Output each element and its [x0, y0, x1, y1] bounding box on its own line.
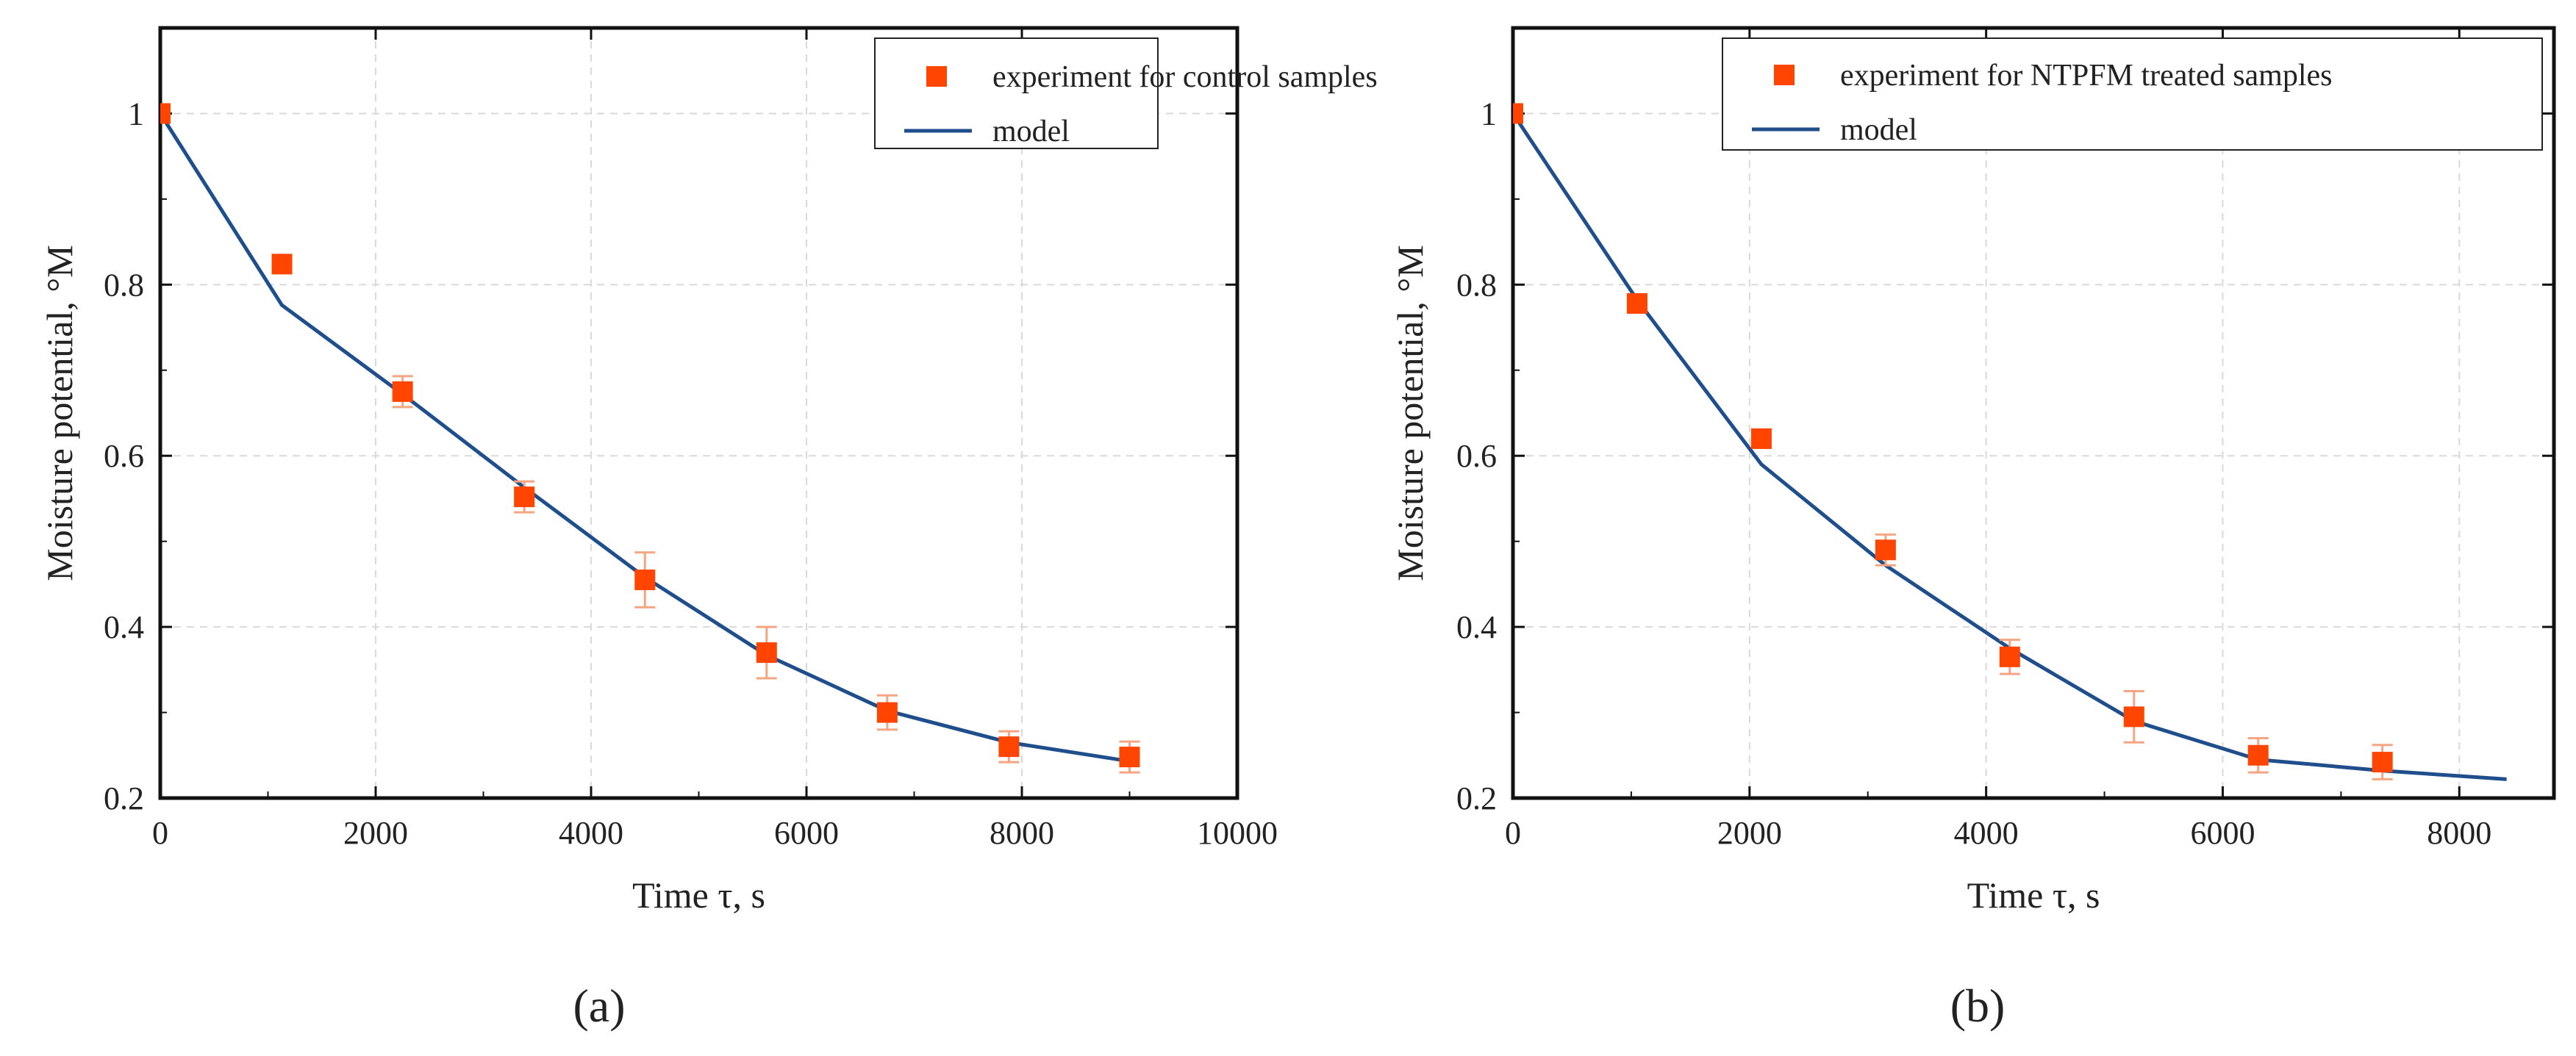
model-line: [1513, 112, 2507, 781]
plot-frame: [1511, 26, 2556, 800]
x-axis-title: Time τ, s: [632, 874, 765, 916]
data-point: [160, 103, 171, 124]
legend-marker: [926, 66, 947, 87]
data-point: [1999, 646, 2020, 667]
data-point: [1513, 103, 1523, 124]
x-tick-label: 4000: [1954, 815, 2019, 851]
x-tick-label: 0: [152, 815, 168, 851]
legend-box: [1722, 37, 2543, 151]
y-tick-label: 1: [128, 96, 144, 132]
panel-b: 0 2000 4000 6000 8000 0.2 0.4 0.6 0.8 1 Time τ, s M…: [1389, 26, 2556, 1032]
legend: experiment for control samples model: [874, 37, 1378, 149]
data-point: [756, 642, 777, 664]
data-point: [1626, 292, 1647, 314]
y-tick-label: 0.2: [1456, 780, 1497, 816]
data-point: [392, 381, 413, 402]
x-tick-label: 10000: [1197, 815, 1278, 851]
data-point: [634, 570, 656, 591]
y-tick-label: 0.4: [1456, 609, 1497, 645]
y-tick-label: 0.4: [104, 609, 144, 645]
y-tick-label: 0.6: [104, 438, 144, 474]
legend-label-model: model: [1840, 113, 1917, 147]
y-tick-label: 1: [1481, 96, 1497, 132]
data-point: [2123, 706, 2144, 728]
legend-label-experiment: experiment for control samples: [992, 60, 1378, 94]
legend-marker: [1774, 65, 1795, 85]
data-point: [2372, 752, 2393, 773]
panel-a: 0 2000 4000 6000 8000 10000 0.2 0.4 0.6 0.8 1 Time …: [39, 26, 1378, 1032]
legend-label-model: model: [992, 115, 1070, 148]
x-tick-label: 8000: [990, 815, 1054, 851]
data-point: [514, 486, 535, 508]
y-axis-title: Moisture potential, °M: [39, 245, 80, 581]
data-point: [1119, 747, 1140, 768]
data-point: [2247, 744, 2269, 766]
y-tick-label: 0.8: [1456, 267, 1497, 303]
y-axis-title: Moisture potential, °M: [1389, 245, 1431, 581]
model-line: [160, 112, 1130, 764]
panel-label: (b): [1950, 980, 2006, 1032]
legend: experiment for NTPFM treated samples mode…: [1722, 37, 2543, 151]
x-tick-label: 4000: [559, 815, 623, 851]
x-tick-label: 0: [1505, 815, 1521, 851]
data-point: [1750, 428, 1772, 449]
x-axis-title: Time τ, s: [1967, 874, 2100, 916]
x-tick-label: 6000: [774, 815, 839, 851]
y-tick-label: 0.6: [1456, 438, 1497, 474]
x-tick-label: 2000: [343, 815, 408, 851]
data-point: [1875, 539, 1896, 561]
data-point: [998, 736, 1020, 758]
data-point: [271, 254, 293, 275]
x-tick-label: 6000: [2190, 815, 2255, 851]
data-point: [876, 702, 898, 723]
panel-label: (a): [573, 980, 625, 1032]
y-tick-label: 0.2: [104, 780, 144, 816]
data-layer: [1513, 103, 2507, 781]
y-tick-label: 0.8: [104, 267, 144, 303]
x-tick-label: 2000: [1717, 815, 1782, 851]
x-tick-label: 8000: [2427, 815, 2491, 851]
legend-label-experiment: experiment for NTPFM treated samples: [1840, 59, 2333, 93]
data-layer: [160, 103, 1140, 774]
